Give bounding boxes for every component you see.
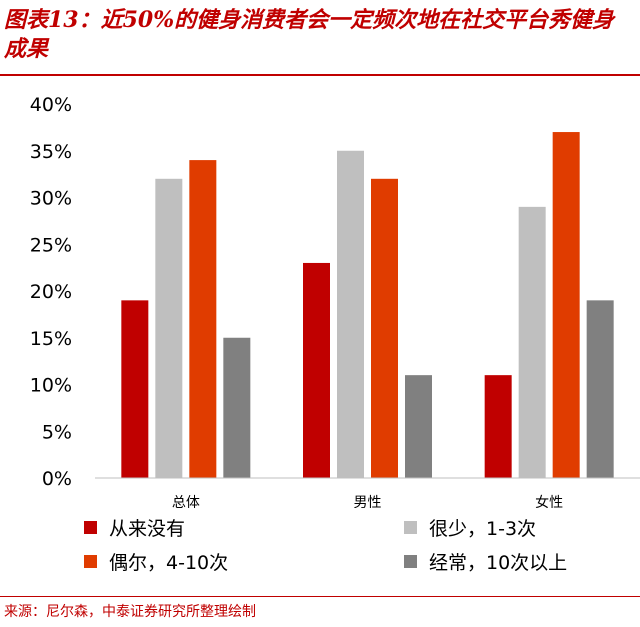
chart-title: 图表13：近50%的健身消费者会一定频次地在社交平台秀健身成果 [4, 7, 615, 62]
bar [223, 337, 251, 478]
legend-swatch [404, 521, 417, 534]
bar [337, 150, 364, 478]
bars [121, 132, 614, 479]
bar [586, 300, 614, 478]
y-tick-label: 35% [30, 141, 72, 163]
legend-label: 经常，10次以上 [429, 552, 568, 574]
legend-item: 偶尔，4-10次 [84, 548, 228, 575]
legend-swatch [84, 555, 97, 568]
y-tick-label: 30% [30, 188, 72, 210]
x-category-label: 女性 [535, 494, 563, 508]
bar [552, 132, 580, 479]
title-divider [0, 74, 640, 76]
legend-label: 很少，1-3次 [429, 518, 537, 540]
y-tick-label: 0% [42, 468, 72, 490]
legend-swatch [404, 555, 417, 568]
legend-label: 偶尔，4-10次 [109, 552, 229, 574]
legend-item: 从来没有 [84, 514, 185, 541]
source-note: 来源：尼尔森，中泰证券研究所整理绘制 [4, 604, 256, 620]
bar [189, 160, 217, 478]
x-category-label: 总体 [172, 495, 200, 508]
bar [484, 375, 512, 478]
y-tick-label: 10% [30, 375, 72, 397]
bar [121, 300, 149, 478]
legend-item: 经常，10次以上 [404, 548, 567, 575]
x-category-label: 男性 [354, 495, 382, 508]
legend: 从来没有 很少，1-3次偶尔，4-10次 经常，10次以上 [0, 508, 640, 578]
bar [371, 178, 398, 479]
bar [405, 375, 432, 478]
x-axis: 总体 男性 女性 [172, 494, 563, 508]
y-tick-label: 5% [42, 421, 72, 443]
y-tick-label: 15% [30, 328, 72, 350]
legend-swatch [84, 521, 97, 534]
y-tick-label: 25% [30, 234, 72, 256]
bar-chart: 0% 5% 10% 15% 20% 25% 30% 35% 40% 总体 男性 女性 [30, 94, 640, 508]
legend-item: 很少，1-3次 [404, 514, 536, 541]
bar [155, 178, 183, 479]
y-axis: 0% 5% 10% 15% 20% 25% 30% 35% 40% [30, 94, 72, 490]
legend-label: 从来没有 [109, 518, 186, 540]
footer-divider [0, 596, 640, 597]
bar [303, 262, 330, 478]
y-tick-label: 40% [30, 94, 72, 116]
y-tick-label: 20% [30, 281, 72, 303]
bar [518, 206, 546, 478]
